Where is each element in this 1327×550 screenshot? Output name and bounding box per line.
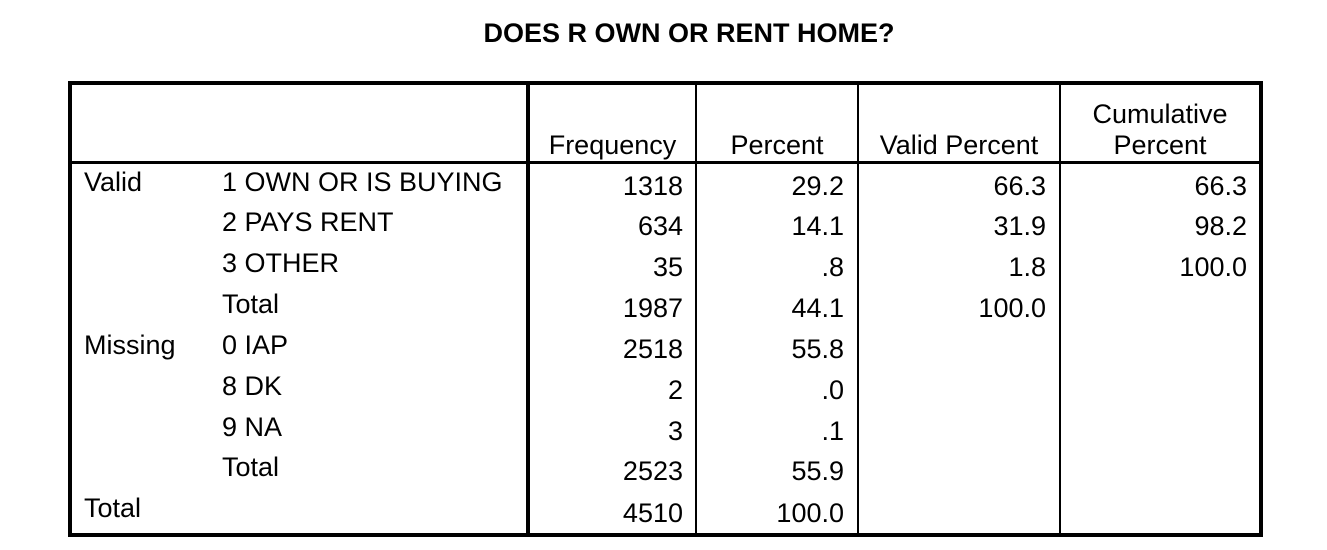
frequency-value: 634 [637, 211, 683, 241]
header-valid-percent: Valid Percent [879, 130, 1039, 160]
valid-percent-value: 66.3 [993, 171, 1046, 201]
frequency-value: 4510 [622, 498, 683, 528]
column-divider [695, 85, 697, 533]
percent-value: 29.2 [791, 171, 844, 201]
percent-value: 44.1 [791, 293, 844, 323]
percent-value: 55.8 [791, 334, 844, 364]
valid-percent-value: 31.9 [993, 211, 1046, 241]
row-label: Total [222, 289, 280, 319]
stub-divider [526, 81, 530, 537]
row-label: 1 OWN OR IS BUYING [222, 167, 503, 197]
header-cumulative-line2: Percent [1113, 130, 1207, 160]
table-title: DOES R OWN OR RENT HOME? [483, 18, 895, 48]
row-label: Total [222, 452, 280, 482]
frequency-value: 3 [667, 416, 683, 446]
percent-value: .0 [821, 375, 844, 405]
header-cumulative-line1: Cumulative [1092, 99, 1228, 129]
header-frequency: Frequency [548, 130, 677, 160]
row-label: 0 IAP [222, 330, 289, 360]
header-percent: Percent [730, 130, 824, 160]
row-label: 2 PAYS RENT [222, 207, 394, 237]
percent-value: .8 [821, 252, 844, 282]
row-label: 8 DK [222, 371, 283, 401]
cumulative-value: 66.3 [1194, 171, 1247, 201]
valid-percent-value: 1.8 [1008, 252, 1046, 282]
cumulative-value: 98.2 [1194, 211, 1247, 241]
row-label: 9 NA [222, 412, 283, 442]
frequency-value: 1318 [622, 171, 683, 201]
group-label-total: Total [84, 493, 142, 523]
group-label-valid: Valid [84, 167, 143, 197]
frequency-value: 35 [652, 252, 683, 282]
percent-value: .1 [821, 416, 844, 446]
frequency-value: 2523 [622, 456, 683, 486]
frequency-table [68, 81, 1263, 537]
column-divider [1059, 85, 1061, 533]
valid-percent-value: 100.0 [978, 293, 1046, 323]
frequency-value: 1987 [622, 293, 683, 323]
frequency-value: 2518 [622, 334, 683, 364]
frequency-value: 2 [667, 375, 683, 405]
percent-value: 55.9 [791, 456, 844, 486]
row-label: 3 OTHER [222, 248, 340, 278]
percent-value: 100.0 [776, 498, 844, 528]
group-label-missing: Missing [84, 330, 176, 360]
cumulative-value: 100.0 [1179, 252, 1247, 282]
percent-value: 14.1 [791, 211, 844, 241]
header-divider [68, 161, 1263, 164]
column-divider [857, 85, 859, 533]
